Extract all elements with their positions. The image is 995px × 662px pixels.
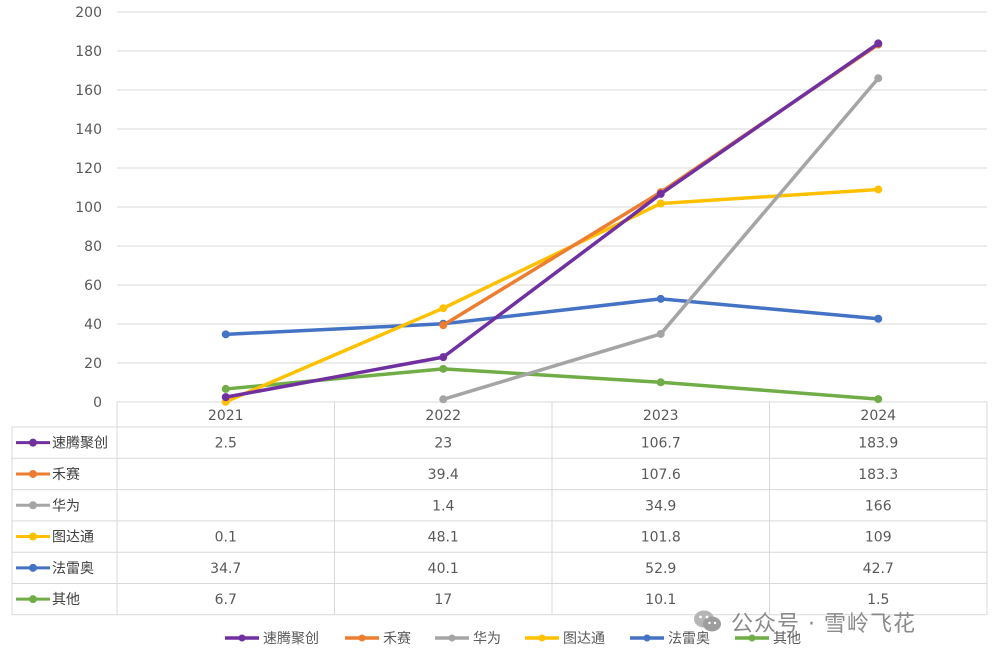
legend-label: 禾赛 (383, 631, 411, 647)
table-legend-key-marker (29, 563, 37, 572)
gridlines (117, 11, 987, 403)
data-point (656, 378, 665, 387)
legend-key-marker (538, 634, 546, 642)
data-point (439, 353, 448, 362)
legend-label: 速腾聚创 (263, 630, 319, 647)
y-tick-label: 200 (75, 5, 102, 21)
series-速腾聚创 (221, 39, 883, 402)
y-tick-label: 80 (84, 239, 102, 255)
series-禾赛 (439, 40, 883, 330)
legend-key-marker (448, 634, 456, 642)
data-point (874, 395, 883, 404)
data-point (874, 314, 883, 323)
table-cell: 0.1 (215, 530, 237, 546)
table-cell: 10.1 (645, 592, 676, 608)
y-axis: 0 20 40 60 80 100 120 140 160 180 200 (75, 5, 102, 411)
table-legend-key-marker (29, 595, 37, 604)
y-tick-label: 120 (75, 161, 102, 177)
table-cell: 48.1 (428, 530, 459, 546)
table-series-name: 华为 (52, 498, 80, 514)
x-category-label: 2021 (208, 408, 244, 424)
table-series-name: 图达通 (52, 530, 94, 546)
table-cell: 34.9 (645, 498, 676, 514)
data-point (656, 199, 665, 208)
watermark: 公众号 · 雪岭飞花 (693, 604, 983, 640)
legend-key-marker (748, 634, 756, 642)
table-cell: 17 (434, 592, 452, 608)
legend-label: 其他 (773, 631, 801, 647)
y-tick-label: 100 (75, 200, 102, 216)
x-category-label: 2022 (425, 408, 461, 424)
wechat-icon (694, 610, 721, 632)
legend-key-marker (358, 634, 366, 642)
table-cell: 166 (865, 498, 892, 514)
table-cell: 40.1 (428, 561, 459, 577)
table-cell: 109 (865, 530, 892, 546)
table-cell: 42.7 (863, 561, 894, 577)
table-legend-key-marker (29, 438, 37, 447)
x-category-label: 2023 (643, 408, 679, 424)
table-cell: 1.4 (432, 498, 454, 514)
data-point (221, 384, 230, 393)
series-其他 (221, 364, 883, 404)
legend: 速腾聚创 禾赛 华为 图达通 法雷奥 其他 (225, 630, 801, 647)
data-point (439, 395, 448, 404)
y-tick-label: 160 (75, 83, 102, 99)
series-line (224, 297, 880, 337)
table-cell: 6.7 (215, 592, 237, 608)
table-cell: 106.7 (641, 436, 681, 452)
data-point (656, 189, 665, 198)
data-point (874, 185, 883, 194)
series-line (224, 367, 880, 401)
table-cell: 34.7 (210, 561, 241, 577)
series-lines (221, 39, 883, 406)
series-法雷奥 (221, 294, 883, 339)
series-line (224, 187, 880, 404)
table-legend-key-marker (29, 501, 37, 510)
table-legend-key-marker (29, 532, 37, 541)
series-line (441, 76, 880, 402)
series-图达通 (221, 185, 883, 406)
table-series-name: 禾赛 (52, 467, 80, 483)
y-tick-label: 20 (84, 356, 102, 372)
legend-key-marker (238, 634, 246, 642)
table-cell: 107.6 (641, 467, 681, 483)
table-series-name: 速腾聚创 (52, 435, 108, 452)
table-cell: 39.4 (428, 467, 459, 483)
table-legend-key-marker (29, 469, 37, 478)
table-cell: 101.8 (641, 530, 681, 546)
y-tick-label: 140 (75, 122, 102, 138)
data-table: 2021 2022 2023 2024 速腾聚创 2.5 23 106.7 183.9 禾赛 39.… (11, 401, 988, 616)
table-cell: 183.9 (858, 436, 898, 452)
data-point (874, 74, 883, 83)
y-tick-label: 180 (75, 44, 102, 60)
data-point (874, 39, 883, 48)
legend-key-marker (643, 634, 651, 642)
series-line (224, 41, 880, 399)
data-point (439, 304, 448, 313)
y-tick-label: 40 (84, 317, 102, 333)
data-point (221, 330, 230, 339)
y-tick-label: 0 (93, 395, 102, 411)
legend-label: 法雷奥 (668, 630, 710, 647)
watermark-text: 公众号 · 雪岭飞花 (731, 612, 916, 637)
data-point (656, 329, 665, 338)
x-category-label: 2024 (860, 408, 896, 424)
data-point (656, 294, 665, 303)
table-series-name: 其他 (52, 592, 80, 608)
data-point (439, 364, 448, 373)
legend-label: 华为 (473, 631, 501, 647)
y-tick-label: 60 (84, 278, 102, 294)
table-cell: 1.5 (867, 592, 889, 608)
table-cell: 183.3 (858, 467, 898, 483)
table-series-name: 法雷奥 (52, 560, 94, 577)
data-point (221, 393, 230, 402)
table-cell: 2.5 (215, 436, 237, 452)
data-point (439, 321, 448, 330)
series-华为 (439, 74, 883, 404)
table-cell: 52.9 (645, 561, 676, 577)
legend-label: 图达通 (563, 631, 605, 647)
table-cell: 23 (434, 436, 452, 452)
